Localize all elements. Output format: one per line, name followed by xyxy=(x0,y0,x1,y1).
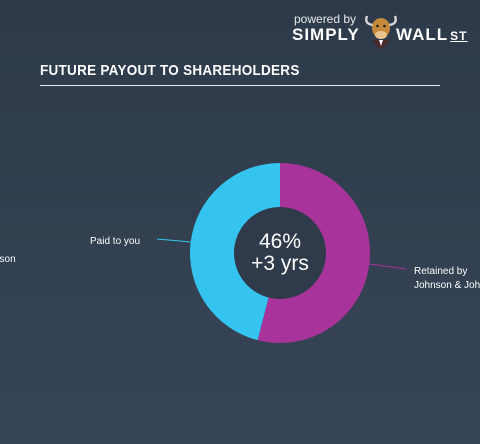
brand-name-wall: WALL ST xyxy=(396,25,468,45)
retained-label-line1: Retained by xyxy=(414,266,467,277)
center-percent: 46% xyxy=(259,230,301,253)
simplywallst-brand: powered by SIMPLY WALL ST xyxy=(292,10,472,52)
center-horizon: +3 yrs xyxy=(251,252,309,275)
brand-name-wall-text: WALL xyxy=(396,25,449,44)
paid-label: Paid to you xyxy=(90,236,140,247)
retained-leader-line xyxy=(368,263,408,270)
bull-logo-icon xyxy=(365,15,397,50)
chart-title: FUTURE PAYOUT TO SHAREHOLDERS xyxy=(40,62,300,79)
brand-name-simply: SIMPLY xyxy=(292,25,360,44)
powered-by-text: powered by xyxy=(294,12,357,26)
retained-label-line2: Johnson & Johnson xyxy=(414,280,480,291)
left-edge-label: nson xyxy=(0,254,16,265)
paid-leader-line xyxy=(156,238,192,243)
title-divider xyxy=(40,85,440,86)
donut-hole xyxy=(234,207,326,299)
brand-name-st: ST xyxy=(450,29,468,43)
